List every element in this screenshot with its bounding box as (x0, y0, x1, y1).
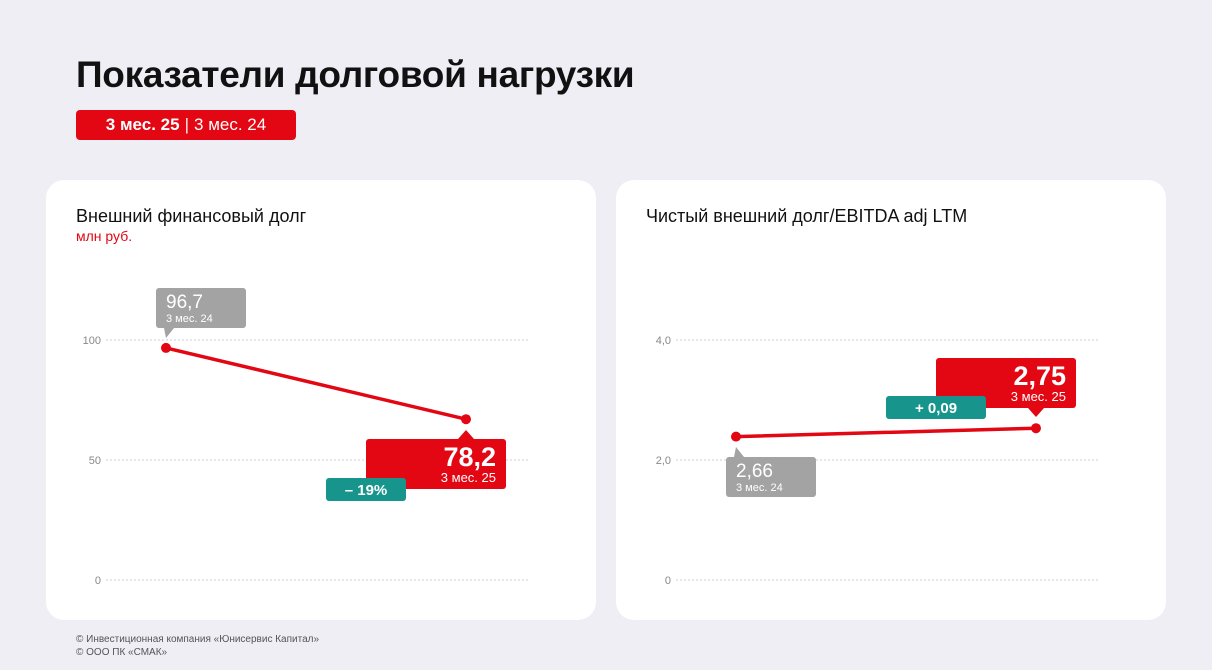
label-box (936, 358, 1076, 408)
data-point (161, 342, 171, 353)
chart-card-net-debt-ebitda: Чистый внешний долг/EBITDA adj LTM 0 2,0 4… (616, 180, 1166, 620)
y-tick-label: 4,0 (656, 335, 671, 347)
footer-copyright-1: © Инвестиционная компания «Юнисервис Кап… (76, 634, 320, 645)
series-line (164, 346, 468, 421)
label-period: 3 мес. 25 (1011, 389, 1066, 404)
label-value: 96,7 (166, 292, 203, 313)
y-tick-label: 0 (665, 575, 671, 587)
period-current: 3 мес. 25 (105, 115, 180, 134)
footer-copyright-2: © ООО ПК «СМАК» (76, 647, 168, 658)
data-label-previous: 96,73 мес. 24 (156, 288, 246, 338)
chart-card-external-debt: Внешний финансовый долг млн руб. 0 50 100 9… (46, 180, 596, 620)
footer: © Инвестиционная компания «Юнисервис Кап… (76, 633, 319, 659)
y-tick-label: 0 (95, 575, 101, 587)
page-title: Показатели долговой нагрузки (76, 54, 635, 95)
chart-title: Чистый внешний долг/EBITDA adj LTM (646, 206, 968, 226)
period-separator: | (184, 115, 190, 134)
change-badge-label: – 19% (345, 482, 388, 499)
label-pointer (164, 328, 174, 338)
label-pointer (734, 447, 744, 457)
period-previous: 3 мес. 24 (194, 115, 267, 134)
period-badge: 3 мес. 25 | 3 мес. 24 (76, 110, 296, 140)
data-point (461, 414, 471, 425)
chart-net-debt-ebitda: 02,04,02,663 мес. 242,753 мес. 25+ 0,09 (656, 335, 1098, 587)
label-box (366, 439, 506, 489)
data-label-current: 2,753 мес. 25 (936, 358, 1076, 417)
label-value: 2,66 (736, 461, 773, 482)
change-badge-box (326, 478, 406, 501)
change-badge-label: + 0,09 (915, 400, 957, 417)
y-tick-label: 2,0 (656, 455, 671, 467)
change-badge: + 0,09 (886, 396, 986, 419)
label-value: 2,75 (1013, 361, 1066, 391)
data-label-previous: 2,663 мес. 24 (726, 447, 816, 497)
label-period: 3 мес. 24 (166, 313, 213, 325)
y-tick-label: 50 (89, 455, 101, 467)
chart-title: Внешний финансовый долг (76, 206, 307, 226)
chart-subtitle: млн руб. (76, 228, 133, 244)
label-period: 3 мес. 24 (736, 482, 783, 494)
label-pointer (458, 430, 474, 439)
data-point (731, 431, 741, 442)
label-period: 3 мес. 25 (441, 470, 496, 485)
label-box (156, 288, 246, 328)
label-value: 78,2 (443, 442, 496, 472)
label-box (726, 457, 816, 497)
series-line (734, 426, 1038, 439)
data-label-current: 78,23 мес. 25 (366, 430, 506, 489)
change-badge: – 19% (326, 478, 406, 501)
data-point (1031, 423, 1041, 434)
label-pointer (1028, 408, 1044, 417)
y-tick-label: 100 (83, 335, 101, 347)
change-badge-box (886, 396, 986, 419)
